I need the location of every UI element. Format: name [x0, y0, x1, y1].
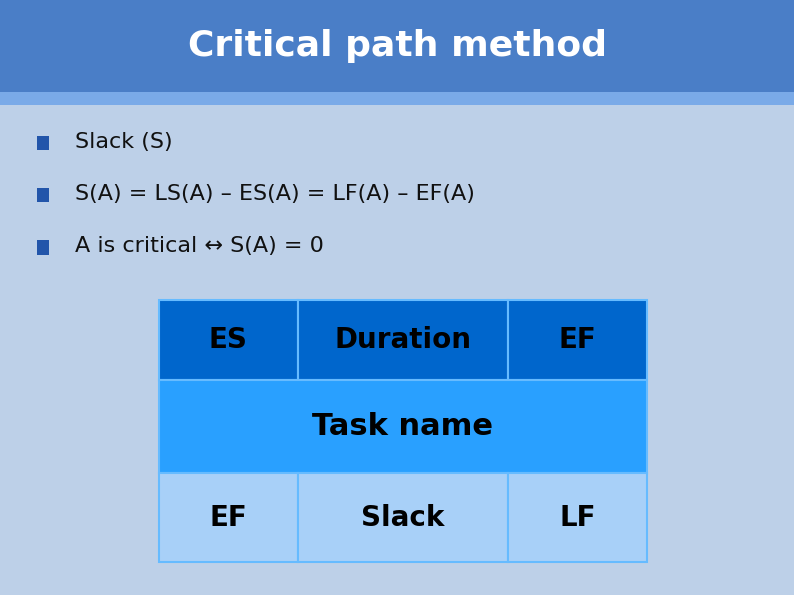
Text: A is critical ↔ S(A) = 0: A is critical ↔ S(A) = 0 — [75, 236, 324, 256]
Text: Slack: Slack — [361, 504, 445, 532]
FancyBboxPatch shape — [0, 92, 794, 105]
FancyBboxPatch shape — [37, 188, 49, 202]
Text: ES: ES — [209, 327, 248, 355]
FancyBboxPatch shape — [159, 473, 298, 562]
FancyBboxPatch shape — [37, 240, 49, 255]
FancyBboxPatch shape — [298, 473, 508, 562]
FancyBboxPatch shape — [159, 380, 647, 473]
Text: EF: EF — [210, 504, 247, 532]
Text: LF: LF — [559, 504, 596, 532]
Text: S(A) = LS(A) – ES(A) = LF(A) – EF(A): S(A) = LS(A) – ES(A) = LF(A) – EF(A) — [75, 184, 476, 204]
Text: Critical path method: Critical path method — [187, 29, 607, 63]
FancyBboxPatch shape — [298, 300, 508, 380]
FancyBboxPatch shape — [0, 0, 794, 92]
Text: EF: EF — [559, 327, 596, 355]
FancyBboxPatch shape — [37, 136, 49, 150]
Text: Slack (S): Slack (S) — [75, 131, 173, 152]
Text: Task name: Task name — [313, 412, 493, 441]
FancyBboxPatch shape — [159, 300, 298, 380]
FancyBboxPatch shape — [508, 473, 647, 562]
Text: Duration: Duration — [334, 327, 472, 355]
FancyBboxPatch shape — [508, 300, 647, 380]
